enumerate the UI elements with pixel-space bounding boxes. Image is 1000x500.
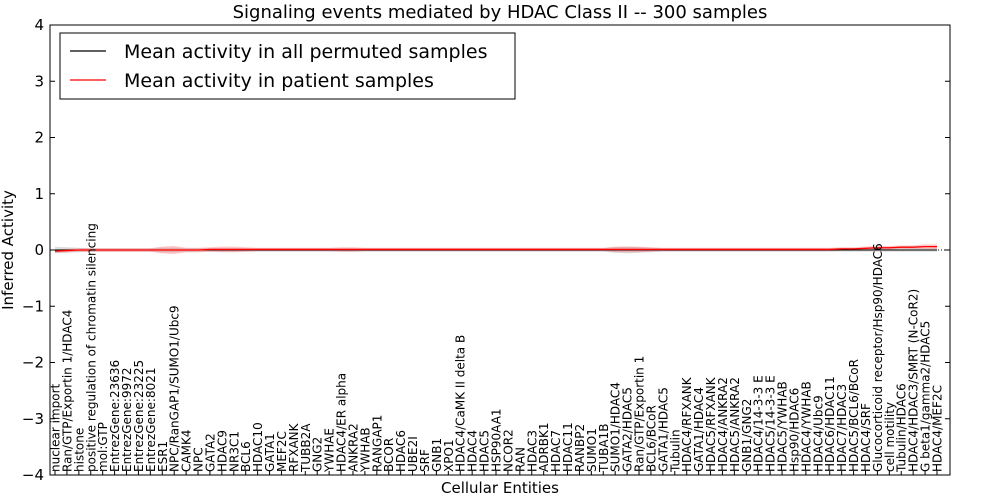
x-tick-label: GNG2: [311, 437, 325, 472]
x-tick-label: YWHAE: [323, 428, 337, 473]
x-tick-label: HDAC5: [478, 430, 492, 472]
x-tick-label: CAMK4: [180, 430, 194, 472]
x-tick-label: HDAC4/RFXANK: [680, 376, 694, 472]
x-tick-label: Ran/GTP/Exportin 1/HDAC4: [60, 310, 74, 472]
x-tick-label: HDAC4: [466, 430, 480, 472]
x-tick-label: SRF: [418, 449, 432, 472]
x-tick-label: G beta1/gamma2/HDAC5: [919, 321, 933, 472]
x-tick-label: GNB1: [430, 438, 444, 472]
x-tick-label: EntrezGene:9972: [120, 368, 134, 473]
x-tick-label: Tubulin/HDAC6: [895, 383, 909, 473]
x-tick-label: Glucocorticoid receptor/Hsp90/HDAC6: [871, 243, 885, 472]
x-tick-label: HDAC5/RFXANK: [704, 376, 718, 472]
x-tick-label: GNB1/GNG2: [740, 399, 754, 472]
x-tick-label: GATA1/HDAC5: [656, 387, 670, 472]
x-tick-label: HDAC3: [525, 430, 539, 472]
x-tick-label: RAN: [513, 447, 527, 472]
x-tick-label: GATA2: [203, 433, 217, 472]
x-tick-label: EntrezGene:23225: [132, 360, 146, 472]
x-tick-label: HDAC4/YWHAB: [799, 381, 813, 472]
x-tick-label: mol:GTP: [96, 422, 110, 472]
x-tick-label: NR3C1: [227, 431, 241, 472]
x-tick-label: HDAC11: [561, 422, 575, 472]
x-tick-label: XPO1: [442, 439, 456, 472]
series-line-1: [54, 245, 937, 252]
x-tick-label: EntrezGene:8021: [144, 368, 158, 473]
x-tick-label: cell motility: [883, 402, 897, 472]
x-tick-label: BCOR: [382, 438, 396, 472]
x-tick-label: HDAC6: [394, 430, 408, 472]
x-tick-label: SUMO1: [585, 428, 599, 472]
x-tick-label: BCL6/BCoR: [644, 405, 658, 472]
x-tick-label: MEF2C: [275, 431, 289, 472]
x-tick-label: Ran/GTP/Exportin 1: [633, 356, 647, 472]
x-tick-label: Tubulin: [668, 429, 682, 473]
x-tick-label: HDAC9: [215, 430, 229, 472]
x-tick-label: HDAC4/HDAC3/SMRT (N-CoR2): [907, 289, 921, 472]
x-tick-label: RANGAP1: [370, 415, 384, 472]
legend-label-permuted: Mean activity in all permuted samples: [124, 41, 487, 63]
x-tick-label: RFXANK: [287, 422, 301, 472]
x-tick-label: BCL6: [239, 441, 253, 472]
x-tick-label: NPC/RanGAP1/SUMO1/Ubc9: [168, 305, 182, 472]
x-axis: [54, 471, 938, 475]
x-tick-label: HDAC4/ANKRA2: [716, 377, 730, 472]
x-tick-label: SUMO1/HDAC4: [609, 382, 623, 472]
x-tick-label: HDAC7: [549, 430, 563, 472]
x-tick-label: HDAC5/BCL6/BCoR: [847, 359, 861, 472]
x-tick-label: HDAC4/MEF2C: [931, 385, 945, 472]
x-tick-label: HDAC4/14-3-3 E: [752, 375, 766, 472]
x-tick-label: GATA1: [263, 433, 277, 472]
x-tick-label: TUBB2A: [299, 423, 313, 473]
y-axis: −4 −3 −2 −1 0 1 2 3 4: [22, 16, 950, 484]
legend: Mean activity in all permuted samples Me…: [59, 32, 516, 100]
y-tick-label: 4: [34, 16, 44, 34]
y-axis-title: Inferred Activity: [0, 190, 17, 310]
chart-title: Signaling events mediated by HDAC Class …: [233, 2, 768, 23]
legend-box: [59, 32, 516, 100]
x-tick-label: Hsp90/HDAC6: [787, 388, 801, 472]
x-tick-label: nuclear import: [49, 383, 63, 472]
y-tick-label: 0: [34, 241, 44, 259]
x-tick-label: ADRBK1: [537, 422, 551, 472]
x-tick-label: HDAC7/HDAC3: [835, 384, 849, 472]
x-tick-label: HDAC4/CaMK II delta B: [454, 335, 468, 472]
legend-label-patient: Mean activity in patient samples: [124, 70, 434, 92]
x-tick-label: HDAC5/ANKRA2: [728, 377, 742, 472]
x-tick-label: ANKRA2: [346, 423, 360, 472]
x-tick-label: HDAC5/14-3-3 E: [764, 375, 778, 472]
x-tick-label: HDAC6/HDAC11: [823, 376, 837, 472]
x-axis-title: Cellular Entities: [441, 479, 559, 497]
x-tick-label: RANBP2: [573, 424, 587, 472]
x-tick-label: positive regulation of chromatin silenci…: [84, 223, 98, 472]
y-tick-label: −2: [22, 354, 44, 372]
y-tick-label: 1: [34, 185, 44, 203]
x-tick-label: HSP90AA1: [490, 408, 504, 472]
x-tick-label: HDAC4/ER alpha: [335, 373, 349, 472]
x-tick-label: ESR1: [156, 441, 170, 472]
x-tick-label: HDAC5/YWHAB: [776, 381, 790, 472]
x-tick-label: NPC: [192, 447, 206, 472]
x-tick-label: UBE2I: [406, 436, 420, 472]
x-tick-label: NCOR2: [501, 429, 515, 472]
series-lines: [54, 245, 937, 252]
x-tick-label: TUBA1B: [597, 424, 611, 473]
x-tick-label: HDAC4/Ubc9: [811, 395, 825, 472]
x-tick-label: GATA2/HDAC5: [621, 387, 635, 472]
x-tick-label: histone: [72, 428, 86, 472]
x-tick-label: EntrezGene:23636: [108, 360, 122, 472]
y-tick-label: −4: [22, 466, 44, 484]
y-tick-label: −1: [22, 297, 44, 315]
x-tick-label: HDAC10: [251, 422, 265, 472]
x-tick-label: HDAC4/SRF: [859, 403, 873, 472]
y-tick-label: −3: [22, 410, 44, 428]
y-tick-label: 3: [34, 72, 44, 90]
y-tick-label: 2: [34, 129, 44, 147]
x-tick-label: YWHAB: [358, 427, 372, 473]
x-tick-label: GATA1/HDAC4: [692, 387, 706, 472]
